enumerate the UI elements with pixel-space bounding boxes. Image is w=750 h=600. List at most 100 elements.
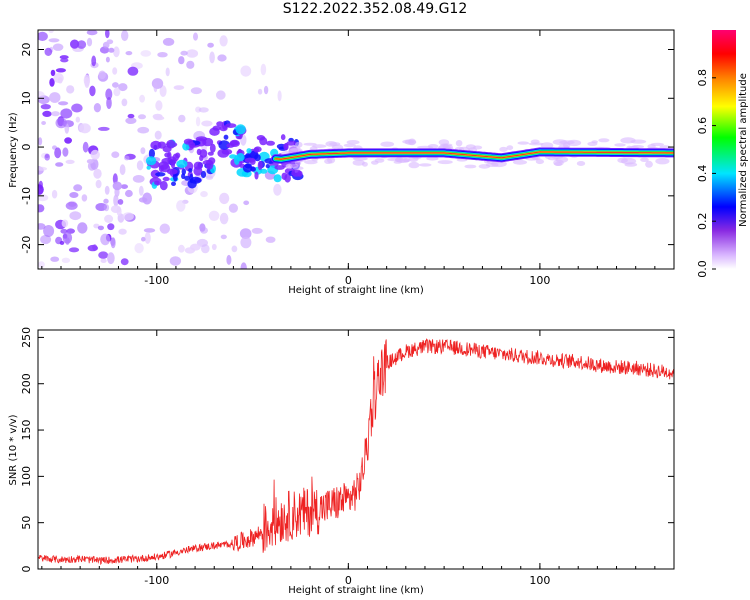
signal-blob [280, 134, 286, 141]
noise-blob [43, 225, 55, 237]
noise-blob [124, 189, 133, 198]
colorbar-tick-label: 0.6 [696, 117, 709, 135]
noise-blob [40, 104, 51, 110]
noise-blob [44, 47, 53, 57]
noise-blob [38, 223, 46, 230]
spectrogram-y-tick-label: -20 [20, 236, 33, 254]
noise-blob [208, 210, 220, 221]
noise-blob [70, 39, 80, 49]
noise-blob [103, 204, 110, 212]
noise-blob [132, 175, 145, 183]
snr-x-tick-label: 0 [345, 574, 352, 587]
noise-blob [95, 179, 102, 189]
signal-blob [286, 140, 297, 146]
halo-blob [402, 139, 415, 144]
noise-blob [105, 30, 110, 39]
noise-blob [178, 244, 185, 253]
halo-blob [374, 158, 385, 163]
noise-blob [120, 184, 128, 190]
noise-blob [50, 69, 56, 77]
signal-blob [146, 165, 151, 170]
noise-blob [117, 199, 124, 205]
halo-blob [576, 161, 586, 166]
noise-blob [92, 244, 98, 251]
halo-blob [343, 143, 356, 148]
signal-blob [155, 172, 166, 177]
noise-blob [243, 200, 250, 206]
noise-blob [97, 126, 110, 131]
signal-blob [273, 174, 282, 183]
spectrogram-y-tick-label: 0 [20, 144, 33, 151]
colorbar-tick-label: 0.2 [696, 212, 709, 230]
halo-blob [587, 141, 598, 146]
noise-blob [62, 231, 73, 244]
noise-blob [176, 200, 186, 212]
spectrogram-y-axis-label: Frequency (Hz) [8, 112, 19, 188]
signal-blob [171, 162, 175, 169]
noise-blob [40, 234, 52, 245]
signal-blob [266, 140, 275, 146]
signal-blob [148, 148, 155, 159]
halo-blob [427, 144, 439, 149]
noise-blob [105, 88, 113, 100]
halo-blob [491, 160, 507, 168]
signal-blob [225, 123, 237, 128]
snr-x-axis-label: Height of straight line (km) [288, 585, 424, 596]
noise-blob [48, 38, 60, 43]
signal-blob [250, 166, 256, 172]
noise-blob [68, 247, 80, 253]
noise-blob [121, 98, 128, 107]
noise-blob [251, 227, 263, 234]
signal-blob [166, 168, 178, 175]
noise-blob [153, 81, 158, 93]
noise-blob [86, 37, 93, 47]
signal-blob [166, 139, 176, 149]
noise-blob [121, 30, 129, 42]
noise-blob [127, 66, 139, 76]
noise-blob [100, 233, 111, 246]
signal-blob [244, 157, 256, 163]
noise-blob [107, 252, 115, 265]
noise-blob [61, 219, 69, 228]
halo-blob [286, 163, 293, 170]
signal-blob [217, 148, 230, 158]
signal-blob [196, 148, 202, 156]
halo-blob [506, 145, 514, 151]
noise-blob [111, 151, 120, 158]
signal-blob [171, 181, 176, 186]
noise-blob [61, 257, 71, 263]
halo-blob [380, 141, 395, 147]
halo-blob [555, 156, 569, 163]
signal-blob [195, 136, 208, 142]
noise-blob [155, 100, 163, 111]
noise-blob [219, 35, 228, 47]
noise-blob [38, 204, 45, 213]
signal-blob [219, 125, 228, 132]
noise-blob [134, 243, 144, 254]
noise-blob [91, 55, 97, 67]
signal-blob [159, 180, 168, 191]
halo-blob [659, 145, 671, 150]
halo-blob [361, 161, 368, 167]
spectrogram-x-tick-label: 0 [345, 274, 352, 287]
noise-blob [116, 206, 122, 217]
noise-blob [38, 261, 45, 268]
noise-blob [84, 77, 90, 88]
snr-ticks: -100 0 100 0 50 100 150 200 250 [20, 327, 675, 587]
noise-blob [239, 228, 252, 240]
signal-blob [253, 147, 260, 153]
noise-blob [195, 116, 201, 127]
signal-blob [254, 171, 259, 180]
noise-blob [159, 223, 170, 234]
halo-blob [303, 142, 317, 146]
signal-blob [249, 150, 259, 160]
noise-blob [65, 159, 75, 164]
noise-blob [59, 55, 69, 60]
noise-blob [104, 185, 110, 195]
noise-blob [71, 103, 83, 113]
noise-blob [138, 197, 148, 203]
spectrogram-y-tick-label: 20 [20, 43, 33, 57]
